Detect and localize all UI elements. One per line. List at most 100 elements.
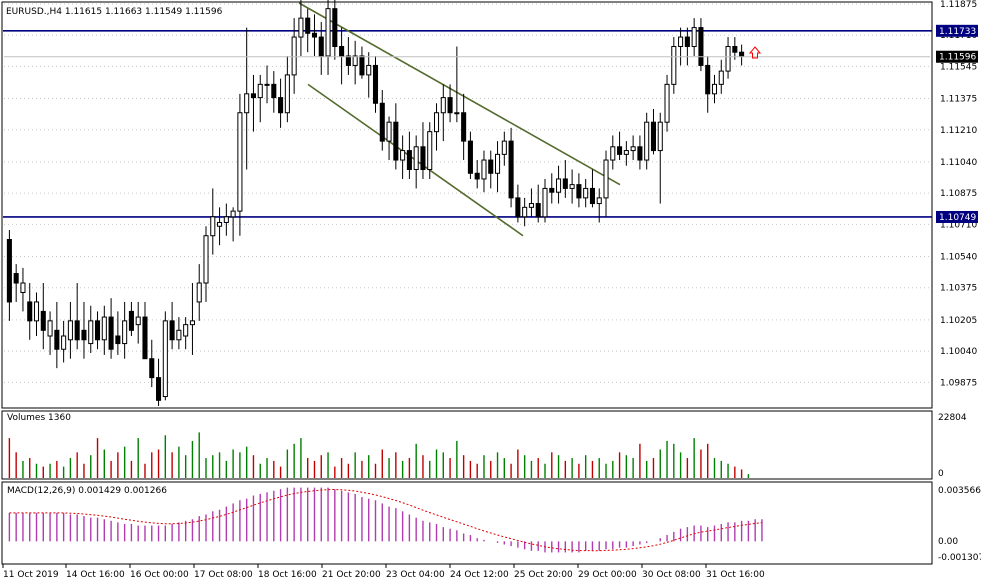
candle: [339, 27, 345, 85]
volume-bars: [8, 432, 750, 478]
candle: [637, 135, 643, 170]
candle: [569, 169, 575, 204]
volume-panel[interactable]: [1, 410, 933, 480]
candle: [196, 264, 202, 321]
candle: [474, 160, 480, 189]
candle: [47, 311, 53, 355]
price-panel[interactable]: [1, 1, 933, 409]
candle: [698, 18, 704, 72]
candle: [305, 8, 311, 53]
candle: [725, 37, 731, 79]
candle: [176, 317, 182, 350]
candle: [94, 311, 101, 350]
candle: [420, 122, 426, 179]
candle: [13, 264, 19, 302]
time-tick-label: 24 Oct 12:00: [450, 570, 509, 580]
candle: [427, 122, 433, 179]
level-tag: [936, 24, 978, 37]
candle: [250, 74, 256, 132]
candle: [718, 59, 724, 94]
level-tag-label: 1.11733: [939, 27, 976, 37]
time-tick-label: 23 Oct 04:00: [386, 570, 445, 580]
candle: [128, 301, 134, 336]
candle: [481, 150, 487, 193]
candle: [278, 78, 284, 128]
candle: [549, 173, 555, 204]
candle: [142, 301, 148, 360]
chart-header: EURUSD.,H4 1.11615 1.11663 1.11549 1.115…: [6, 7, 223, 17]
candle: [237, 93, 243, 236]
price-tick-label: 1.10205: [940, 316, 977, 326]
candle: [20, 267, 26, 312]
candle: [183, 317, 189, 350]
candle: [33, 292, 40, 336]
price-tick-label: 1.11040: [940, 158, 977, 168]
candle: [318, 21, 324, 75]
candle: [135, 301, 141, 344]
candle: [562, 160, 568, 198]
candle: [257, 74, 263, 123]
candle: [413, 135, 419, 189]
price-tick-label: 1.11375: [940, 95, 977, 105]
candle: [61, 320, 67, 363]
candle: [528, 188, 534, 217]
candle: [644, 112, 650, 170]
candle: [664, 74, 670, 132]
current-price-label: 1.11596: [939, 53, 976, 63]
candle: [230, 207, 236, 242]
macd-tick-bottom: -0.001307: [938, 553, 981, 563]
price-tick-label: 1.11210: [940, 126, 977, 136]
price-tick-label: 1.10875: [940, 189, 977, 199]
volume-tick-zero: 0: [938, 469, 944, 479]
candle: [406, 131, 412, 179]
price-tick-label: 1.11875: [940, 0, 977, 10]
macd-histogram: [8, 487, 763, 553]
candle: [189, 283, 195, 355]
candle: [345, 37, 351, 75]
candle: [589, 169, 595, 208]
candle: [325, 0, 331, 75]
candle: [386, 116, 392, 161]
candle: [461, 93, 467, 161]
candle: [732, 37, 738, 60]
candle: [447, 84, 453, 123]
candle: [210, 188, 216, 255]
time-tick-label: 14 Oct 16:00: [66, 570, 125, 580]
level-tag-label: 1.10749: [939, 213, 976, 223]
level-tag: [936, 210, 978, 223]
candle: [81, 301, 87, 359]
candle: [657, 112, 663, 204]
time-tick-label: 29 Oct 00:00: [578, 570, 637, 580]
macd-tick-top: 0.003566: [938, 486, 981, 496]
candle: [433, 103, 440, 151]
candle: [576, 173, 582, 208]
candle: [454, 46, 460, 123]
candle: [440, 84, 446, 142]
candle: [27, 283, 33, 340]
time-tick-label: 17 Oct 08:00: [194, 570, 253, 580]
candle: [711, 74, 718, 104]
candle: [556, 165, 562, 204]
candle: [115, 311, 121, 355]
candle: [691, 18, 697, 56]
candle: [623, 141, 629, 166]
candle: [684, 27, 690, 66]
time-axis: 11 Oct 2019 14 Oct 16:00 16 Oct 00:00 17 Oc…: [2, 564, 765, 580]
macd-tick-zero: 0.00: [938, 537, 958, 547]
price-tick-label: 1.11545: [940, 62, 977, 72]
candle: [705, 55, 711, 113]
candle: [352, 40, 358, 85]
channel-upper-line[interactable]: [298, 2, 621, 186]
candle: [217, 207, 223, 246]
macd-label: MACD(12,26,9) 0.001429 0.001266: [7, 486, 167, 496]
candle: [149, 339, 155, 388]
horizontal-levels[interactable]: [3, 30, 932, 218]
candle: [54, 301, 60, 369]
candle: [40, 283, 46, 350]
candle: [291, 18, 297, 94]
level-price-tags: 1.11733 1.10749 1.11596: [4, 24, 978, 223]
candle: [379, 90, 385, 151]
candle: [678, 27, 684, 66]
price-tick-label: 1.10710: [940, 220, 977, 230]
